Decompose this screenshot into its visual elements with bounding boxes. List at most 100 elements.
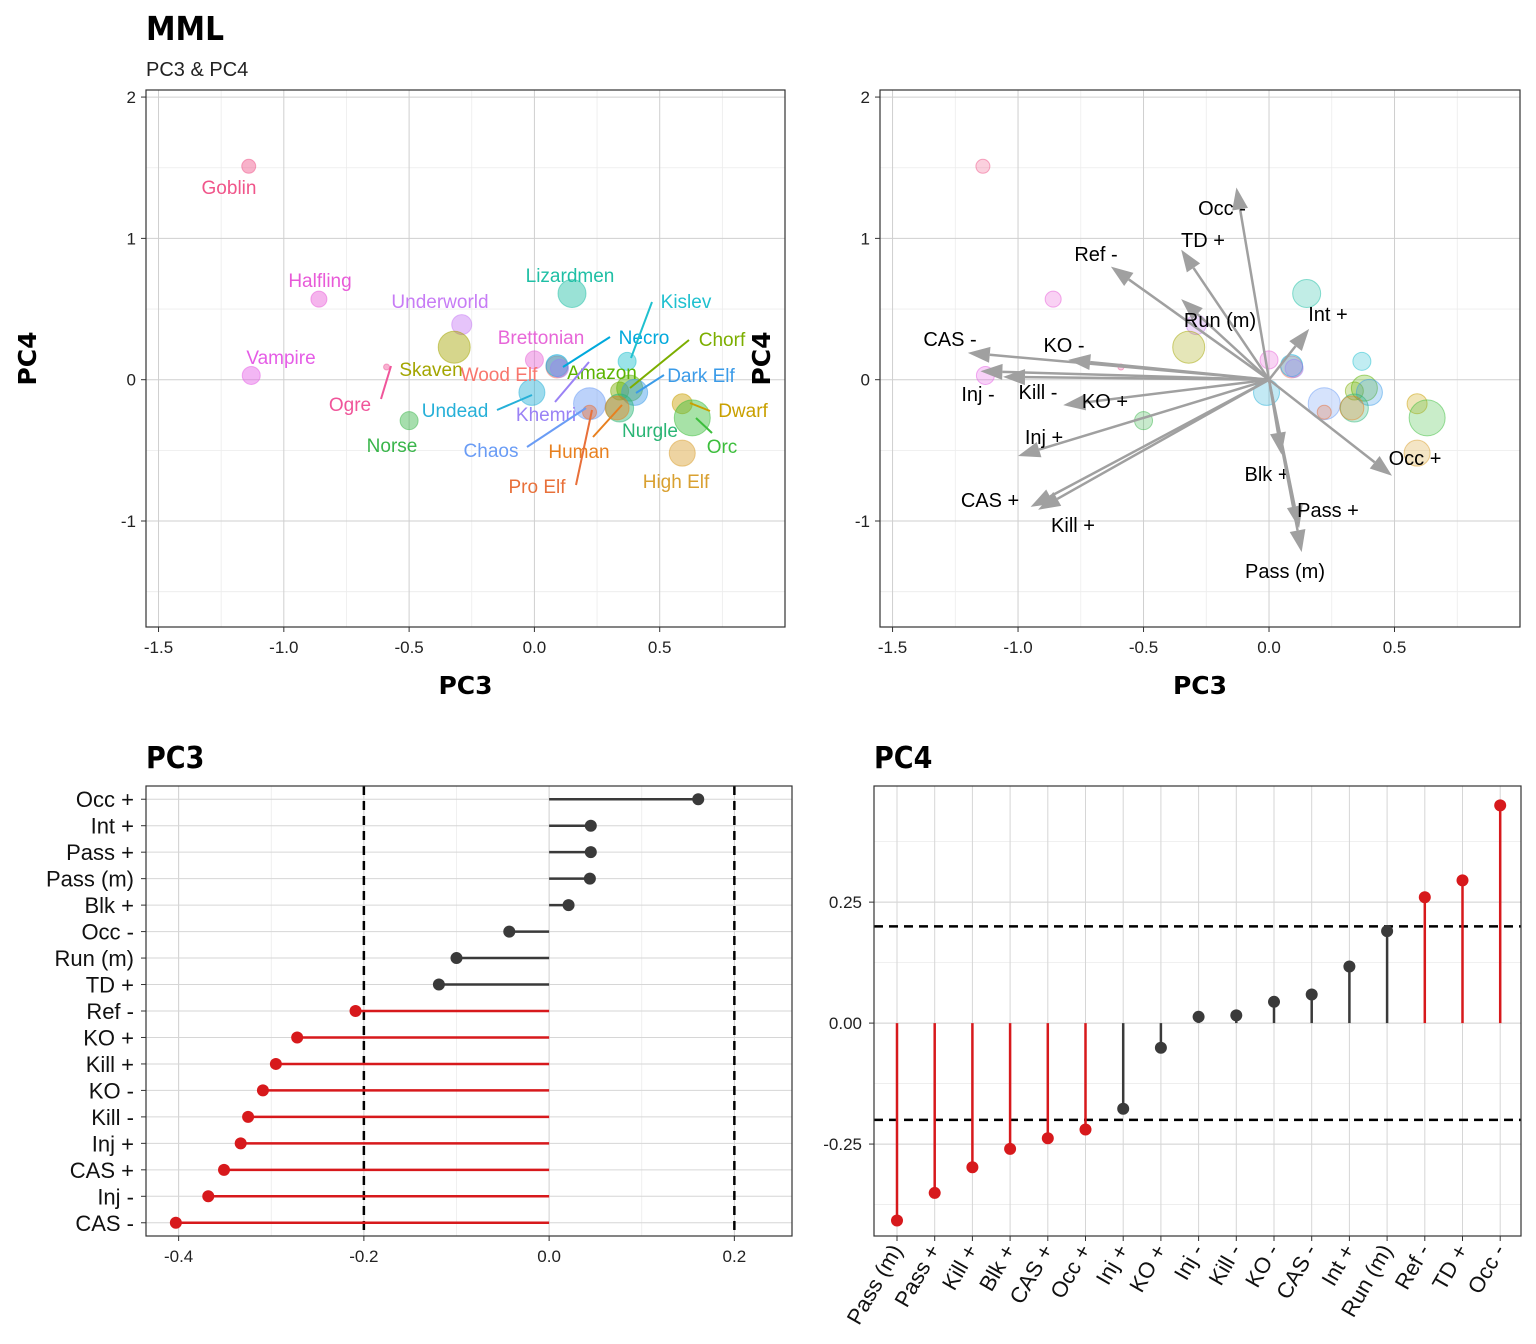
lollipop-dot xyxy=(1494,799,1507,812)
team-label: Chorf xyxy=(699,330,746,351)
x-axis-title: PC3 xyxy=(438,671,492,700)
team-point xyxy=(1403,439,1431,467)
team-point xyxy=(621,378,649,406)
x-tick-label: 0.0 xyxy=(523,638,547,657)
loading-arrow xyxy=(1024,375,1270,381)
y-tick-label: -1 xyxy=(855,512,870,531)
lollipop-dot xyxy=(1418,891,1431,904)
x-axis-title: PC3 xyxy=(1173,671,1227,700)
lollipops xyxy=(169,793,705,1229)
arrow-head xyxy=(1002,369,1026,386)
y-tick-label: 0.25 xyxy=(829,893,862,912)
x-tick-label: -0.5 xyxy=(394,638,423,657)
arrow-label: KO + xyxy=(1082,391,1128,413)
y-tick-label: 1 xyxy=(127,229,136,248)
team-point xyxy=(1316,404,1332,420)
team-point xyxy=(557,278,587,308)
loading-arrow xyxy=(1268,345,1297,381)
arrow-label: Kill + xyxy=(1051,515,1095,537)
loading-arrows: Occ - TD + Ref - Run (m) Int + CAS - KO - Inj -… xyxy=(923,187,1442,583)
arrow-label: Inj + xyxy=(1025,427,1063,449)
team-point xyxy=(399,411,419,431)
figure-subtitle: PC3 & PC4 xyxy=(146,59,248,81)
loading-arrow xyxy=(1090,360,1270,381)
x-tick-label: 0.5 xyxy=(648,638,672,657)
team-label: Ogre xyxy=(329,395,371,416)
team-point xyxy=(1172,330,1206,364)
x-tick-label: -0.4 xyxy=(164,1247,193,1266)
lollipop-dot xyxy=(256,1084,269,1097)
label-leader-line xyxy=(635,374,665,394)
x-tick-label: 0.5 xyxy=(1383,638,1407,657)
team-point xyxy=(1355,378,1383,406)
y-tick-label: -1 xyxy=(121,512,136,531)
arrow-label: Pass + xyxy=(1297,500,1359,522)
plot-border xyxy=(879,89,1521,628)
y-tick-label: Blk + xyxy=(84,893,134,918)
y-tick-label: Int + xyxy=(91,814,134,839)
label-leader-line xyxy=(630,301,653,359)
team-point xyxy=(1044,290,1062,308)
arrow-head xyxy=(1068,354,1091,371)
y-tick-label: Pass (m) xyxy=(46,867,134,892)
arrow-head xyxy=(1289,328,1310,352)
label-leader-line xyxy=(689,402,711,412)
lollipop-dot xyxy=(1192,1010,1205,1023)
y-tick-label: 2 xyxy=(127,88,136,107)
y-tick-label: Ref - xyxy=(86,999,134,1024)
lollipop-dot xyxy=(692,793,705,806)
team-label: Dark Elf xyxy=(667,366,735,387)
team-point xyxy=(437,330,471,364)
team-label: Halfling xyxy=(288,271,351,292)
plot-border xyxy=(873,785,1522,1237)
y-tick-label: -0.25 xyxy=(823,1135,862,1154)
arrow-head xyxy=(967,346,991,363)
y-tick-label: Inj - xyxy=(97,1184,134,1209)
arrow-head xyxy=(1063,394,1087,411)
x-tick-label: Kill - xyxy=(1204,1240,1247,1290)
team-label: Lizardmen xyxy=(526,266,615,287)
grid-lines xyxy=(146,90,785,627)
lollipop-dot xyxy=(562,899,575,912)
lollipop-dot xyxy=(218,1163,231,1176)
figure-title: MML xyxy=(146,9,224,48)
arrow-label: Kill - xyxy=(1019,382,1058,404)
label-leader-line xyxy=(496,394,533,411)
arrow-head xyxy=(1369,455,1392,476)
team-point xyxy=(668,439,696,467)
loading-arrow xyxy=(1196,313,1270,381)
lollipop-dot xyxy=(1305,988,1318,1001)
label-leader-line xyxy=(695,417,713,434)
label-leader-line xyxy=(592,404,623,438)
label-leader-line xyxy=(526,407,587,448)
x-tick-label: -1.5 xyxy=(144,638,173,657)
lollipop-dot xyxy=(1230,1009,1243,1022)
team-label: Nurgle xyxy=(622,421,678,442)
y-tick-label: Kill - xyxy=(91,1105,134,1130)
team-point xyxy=(975,158,991,174)
team-point xyxy=(518,378,546,406)
arrow-label: TD + xyxy=(1181,230,1225,252)
y-axis-title: PC4 xyxy=(13,331,42,385)
y-tick-label: Kill + xyxy=(86,1052,134,1077)
y-tick-label: Pass + xyxy=(66,840,134,865)
x-tick-label: -0.5 xyxy=(1129,638,1158,657)
points xyxy=(975,158,1446,467)
pc3-panel-title: PC3 xyxy=(146,741,204,776)
arrow-label: CAS - xyxy=(923,329,976,351)
x-tick-label: Occ - xyxy=(1463,1240,1511,1298)
lollipop-dot xyxy=(169,1216,182,1229)
label-leader-line xyxy=(575,409,593,486)
team-point xyxy=(1344,381,1364,401)
lollipop-dot xyxy=(503,925,516,938)
team-label: Amazon xyxy=(567,363,637,384)
arrow-label: Occ + xyxy=(1389,448,1442,470)
team-point xyxy=(610,381,630,401)
lollipop-dot xyxy=(242,1110,255,1123)
team-label: Vampire xyxy=(246,348,315,369)
team-label: Wood Elf xyxy=(461,365,538,386)
loading-arrow xyxy=(1192,267,1271,381)
team-point xyxy=(1339,395,1365,421)
